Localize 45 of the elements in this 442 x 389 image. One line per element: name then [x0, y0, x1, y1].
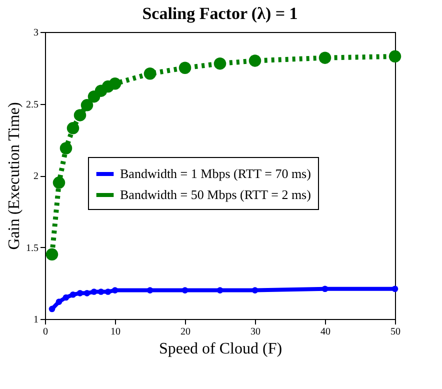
point	[178, 62, 192, 74]
point	[182, 287, 188, 294]
point	[52, 176, 66, 189]
point	[112, 287, 118, 294]
x-tick-label: 10	[110, 326, 120, 338]
chart-title: Scaling Factor (λ) = 1	[142, 4, 298, 23]
x-tick-label: 40	[320, 326, 330, 338]
point	[80, 99, 94, 112]
point	[48, 306, 56, 312]
point	[66, 122, 80, 134]
point	[318, 52, 332, 64]
point	[84, 290, 90, 296]
x-tick-label: 20	[180, 326, 190, 338]
point	[322, 286, 328, 292]
y-tick-label: 3	[34, 28, 38, 38]
x-tick-label: 50	[390, 326, 400, 338]
point	[388, 50, 402, 63]
point	[76, 290, 84, 296]
point	[144, 68, 156, 80]
point	[104, 288, 112, 295]
point	[392, 286, 398, 292]
point	[74, 109, 86, 122]
point	[146, 287, 154, 294]
x-tick-label: 30	[250, 326, 260, 338]
point	[46, 248, 58, 261]
y-axis-title: Gain (Execution Time)	[6, 102, 23, 250]
y-tick-label: 2.5	[26, 99, 38, 110]
y-tick-label: 1.5	[26, 242, 38, 254]
point	[252, 287, 258, 294]
point	[60, 142, 72, 154]
point	[216, 287, 224, 294]
legend-label: Bandwidth = 1 Mbps (RTT = 70 ms)	[120, 166, 311, 181]
x-tick-label: 0	[43, 326, 48, 338]
y-tick-label: 2	[34, 171, 38, 182]
point	[70, 291, 76, 298]
legend-label: Bandwidth = 50 Mbps (RTT = 2 ms)	[120, 187, 311, 202]
point	[98, 288, 104, 295]
x-axis-title: Speed of Cloud (F)	[158, 340, 282, 358]
point	[90, 288, 98, 295]
point	[56, 298, 62, 305]
y-tick-label: 1	[34, 314, 38, 326]
point	[62, 294, 70, 301]
point	[108, 78, 122, 90]
point	[214, 57, 226, 70]
point	[248, 54, 262, 67]
